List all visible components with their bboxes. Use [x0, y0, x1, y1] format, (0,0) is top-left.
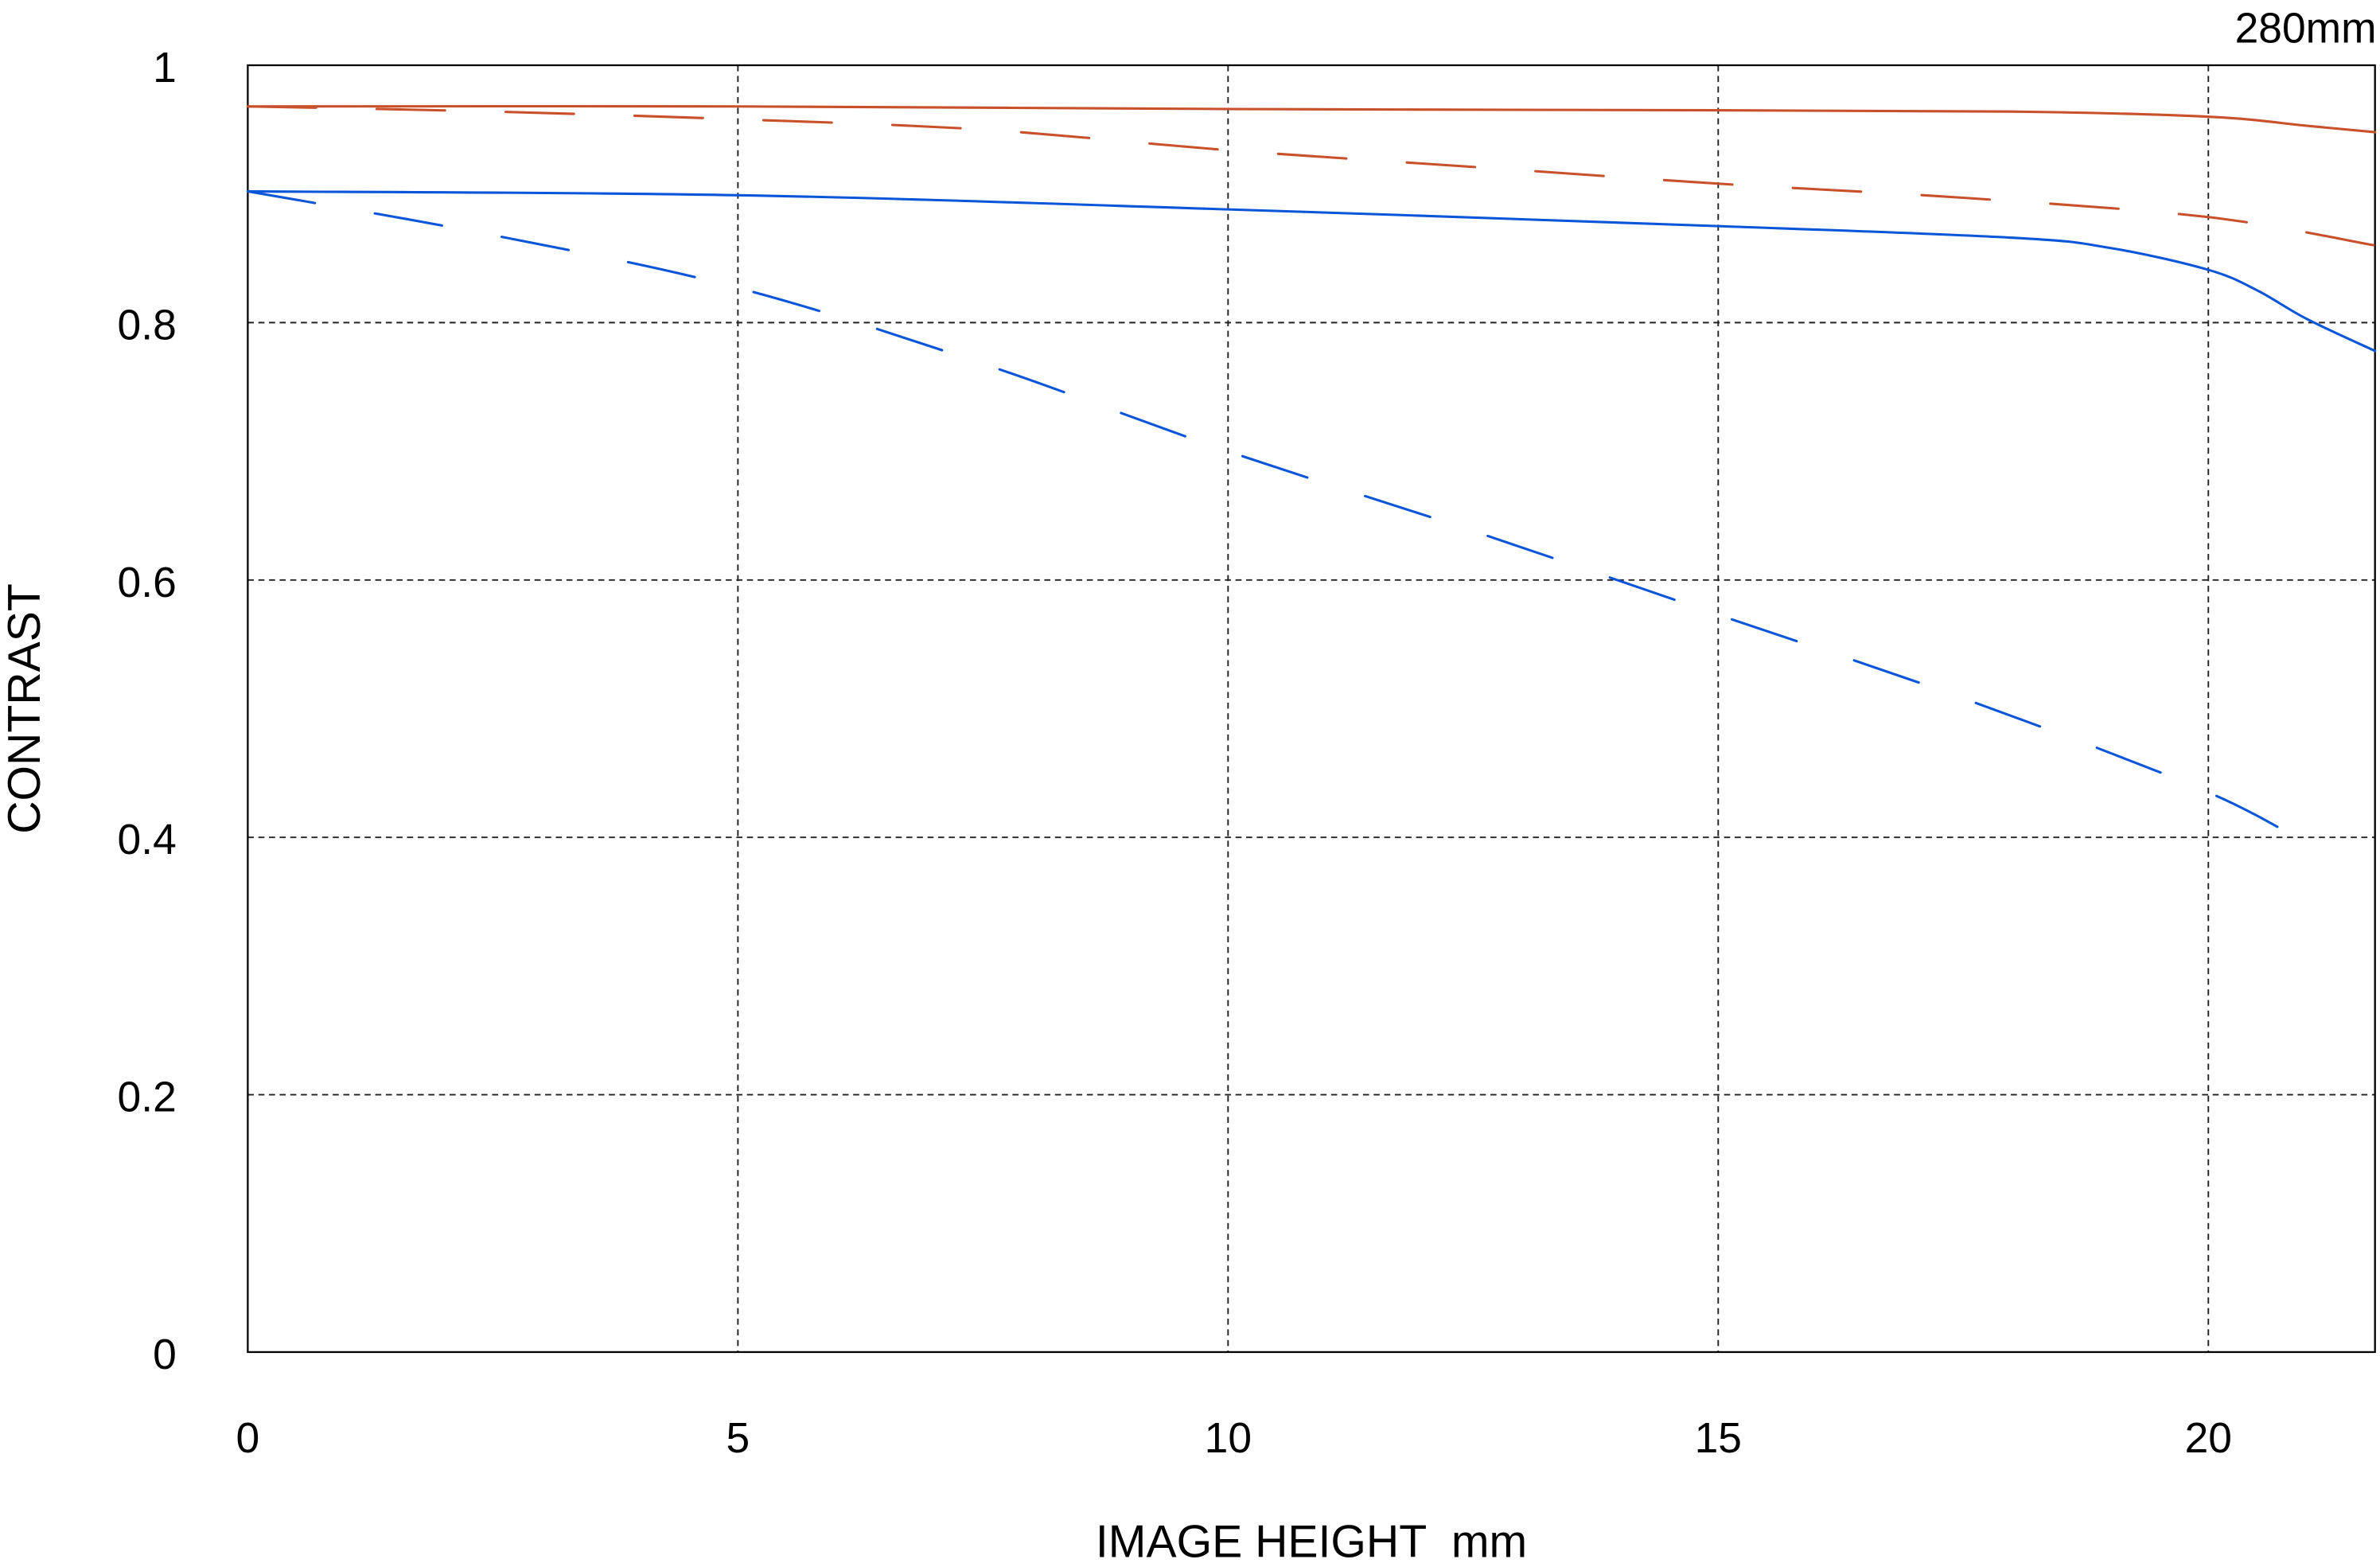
x-tick-label: 10	[1205, 1415, 1252, 1462]
x-tick-label: 15	[1695, 1415, 1742, 1462]
y-tick-labels: 0 0.2 0.4 0.6 0.8 1	[118, 45, 177, 1378]
x-tick-label: 5	[726, 1415, 750, 1462]
y-tick-label: 1	[153, 45, 177, 92]
series-line-4	[246, 189, 2327, 857]
series-line-1	[246, 104, 2377, 134]
series-group	[246, 104, 2377, 857]
y-tick-label: 0.4	[118, 817, 177, 863]
series-line-2	[246, 105, 2377, 247]
grid	[247, 64, 2375, 1352]
y-tick-label: 0.2	[118, 1074, 177, 1121]
y-tick-label: 0.8	[118, 302, 177, 349]
x-tick-label: 0	[236, 1415, 260, 1462]
y-tick-label: 0	[153, 1331, 177, 1378]
series-line-3	[246, 189, 2377, 353]
chart-title: 280mm	[2235, 5, 2377, 52]
x-tick-label: 20	[2185, 1415, 2232, 1462]
y-tick-label: 0.6	[118, 559, 177, 606]
x-axis-label: IMAGE HEIGHT mm	[1096, 1516, 1527, 1563]
y-axis-label: CONTRAST	[0, 583, 50, 834]
x-tick-labels: 0 5 10 15 20	[236, 1415, 2232, 1462]
plot-frame	[247, 64, 2376, 1354]
